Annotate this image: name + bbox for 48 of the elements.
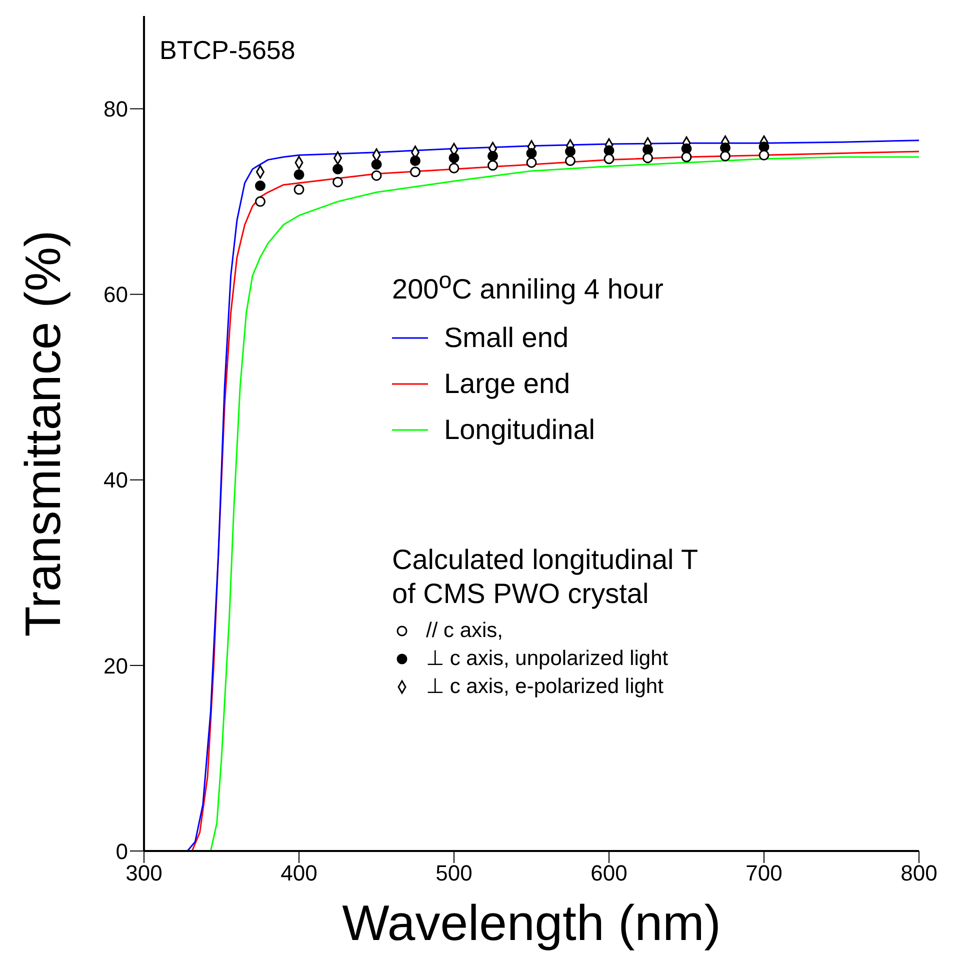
- point: [294, 184, 304, 195]
- point: [526, 157, 537, 168]
- y-tick-label: 0: [116, 838, 128, 864]
- point: [642, 144, 653, 155]
- point: [642, 152, 653, 164]
- point: [720, 142, 730, 153]
- point: [332, 176, 343, 188]
- point: [488, 150, 498, 162]
- point: [565, 146, 576, 157]
- x-tick-label: 600: [590, 860, 628, 886]
- point: [371, 170, 382, 181]
- point: [604, 154, 614, 164]
- point: [410, 166, 420, 178]
- point: [448, 152, 460, 164]
- point: [681, 152, 692, 162]
- y-tick-label: 20: [104, 653, 128, 678]
- legend-label: ⊥ c axis, unpolarized light: [426, 646, 668, 672]
- y-tick-label: 80: [104, 96, 128, 122]
- point: [255, 180, 266, 192]
- point: [294, 169, 304, 180]
- point: [720, 150, 730, 162]
- point: [371, 159, 382, 170]
- y-tick-label: 60: [104, 282, 128, 308]
- point: [255, 196, 266, 207]
- text: BTCP-5658: [160, 34, 296, 66]
- point: [758, 142, 770, 152]
- x-tick-label: 500: [436, 860, 472, 886]
- point: [332, 164, 343, 174]
- annotation: Calculated longitudinal T of CMS PWO crystal: [392, 542, 698, 611]
- legend-title: 200$^{o}$C anniling 4 hour: [392, 266, 664, 305]
- point: [758, 150, 770, 160]
- y-tick-label: 40: [104, 468, 128, 493]
- x-tick-label: 400: [280, 860, 318, 886]
- legend-label: // c axis,: [426, 618, 504, 643]
- legend-label: Large end: [444, 368, 570, 400]
- x-tick-label: 700: [746, 860, 782, 886]
- point: [410, 155, 420, 166]
- y-axis-title: Transmittance (%): [14, 230, 71, 637]
- x-axis-title: Wavelength (nm): [342, 895, 721, 951]
- legend-label: Small end: [444, 322, 569, 354]
- legend-label: ⊥ c axis, e-polarized light: [426, 674, 664, 700]
- x-tick-label: 800: [900, 860, 938, 886]
- x-tick-label: 300: [126, 860, 162, 886]
- point: [488, 160, 498, 171]
- point: [565, 155, 576, 166]
- point: [448, 162, 460, 174]
- point: [526, 148, 537, 159]
- legend-label: Longitudinal: [444, 414, 596, 446]
